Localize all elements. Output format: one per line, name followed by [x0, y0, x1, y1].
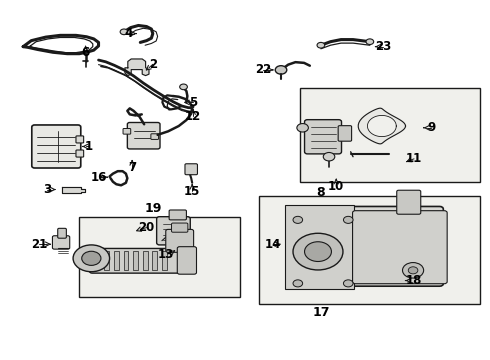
FancyBboxPatch shape	[52, 236, 70, 249]
Circle shape	[120, 29, 128, 35]
Text: 10: 10	[328, 180, 344, 193]
Text: 14: 14	[265, 238, 281, 251]
FancyBboxPatch shape	[166, 229, 194, 252]
FancyBboxPatch shape	[133, 251, 138, 270]
FancyBboxPatch shape	[123, 251, 128, 270]
Text: 1: 1	[85, 140, 93, 153]
Text: 9: 9	[427, 121, 436, 134]
FancyBboxPatch shape	[143, 251, 147, 270]
Text: 2: 2	[149, 58, 157, 71]
FancyBboxPatch shape	[162, 251, 167, 270]
Circle shape	[317, 42, 325, 48]
FancyBboxPatch shape	[305, 120, 342, 154]
Circle shape	[305, 242, 331, 261]
Bar	[300, 88, 480, 182]
FancyBboxPatch shape	[123, 129, 131, 134]
FancyBboxPatch shape	[127, 122, 160, 149]
Circle shape	[366, 39, 374, 45]
FancyBboxPatch shape	[76, 136, 84, 143]
Polygon shape	[368, 116, 396, 136]
Text: 20: 20	[139, 221, 155, 234]
Text: 6: 6	[81, 46, 90, 59]
FancyBboxPatch shape	[287, 207, 443, 286]
Circle shape	[402, 262, 424, 278]
Circle shape	[293, 216, 303, 224]
Text: 4: 4	[124, 27, 133, 40]
Text: 17: 17	[312, 306, 330, 319]
FancyBboxPatch shape	[32, 125, 81, 168]
Text: 13: 13	[158, 248, 174, 261]
FancyBboxPatch shape	[151, 134, 159, 139]
FancyBboxPatch shape	[353, 211, 447, 284]
FancyBboxPatch shape	[104, 251, 109, 270]
Bar	[79, 217, 240, 297]
Circle shape	[275, 66, 287, 74]
Polygon shape	[358, 108, 406, 144]
FancyBboxPatch shape	[152, 251, 157, 270]
Circle shape	[293, 233, 343, 270]
Text: 12: 12	[185, 110, 201, 123]
Text: 11: 11	[406, 152, 422, 165]
Text: 7: 7	[128, 161, 136, 174]
Text: 3: 3	[43, 183, 51, 196]
FancyBboxPatch shape	[172, 223, 188, 232]
Polygon shape	[62, 187, 85, 193]
Circle shape	[82, 251, 101, 265]
Circle shape	[293, 280, 303, 287]
Text: 18: 18	[406, 274, 422, 287]
Circle shape	[180, 84, 187, 90]
Text: 8: 8	[317, 186, 325, 199]
Circle shape	[323, 153, 335, 161]
Circle shape	[343, 280, 353, 287]
FancyBboxPatch shape	[285, 205, 354, 289]
FancyBboxPatch shape	[58, 228, 66, 238]
Text: 15: 15	[184, 185, 200, 198]
Circle shape	[73, 245, 110, 272]
FancyBboxPatch shape	[169, 210, 186, 220]
FancyBboxPatch shape	[114, 251, 119, 270]
FancyBboxPatch shape	[76, 150, 84, 157]
Text: 19: 19	[144, 202, 162, 215]
FancyBboxPatch shape	[185, 164, 197, 175]
FancyBboxPatch shape	[338, 126, 352, 141]
Bar	[259, 196, 480, 304]
FancyBboxPatch shape	[177, 247, 196, 274]
Text: 23: 23	[375, 40, 392, 53]
Circle shape	[297, 123, 308, 132]
FancyBboxPatch shape	[397, 190, 421, 214]
Text: 21: 21	[31, 238, 48, 251]
Circle shape	[343, 216, 353, 224]
Circle shape	[408, 267, 418, 274]
Polygon shape	[125, 59, 149, 76]
FancyBboxPatch shape	[157, 217, 190, 245]
Text: 22: 22	[255, 63, 271, 76]
Text: 5: 5	[189, 96, 197, 109]
FancyBboxPatch shape	[89, 248, 185, 273]
Text: 16: 16	[90, 171, 107, 184]
